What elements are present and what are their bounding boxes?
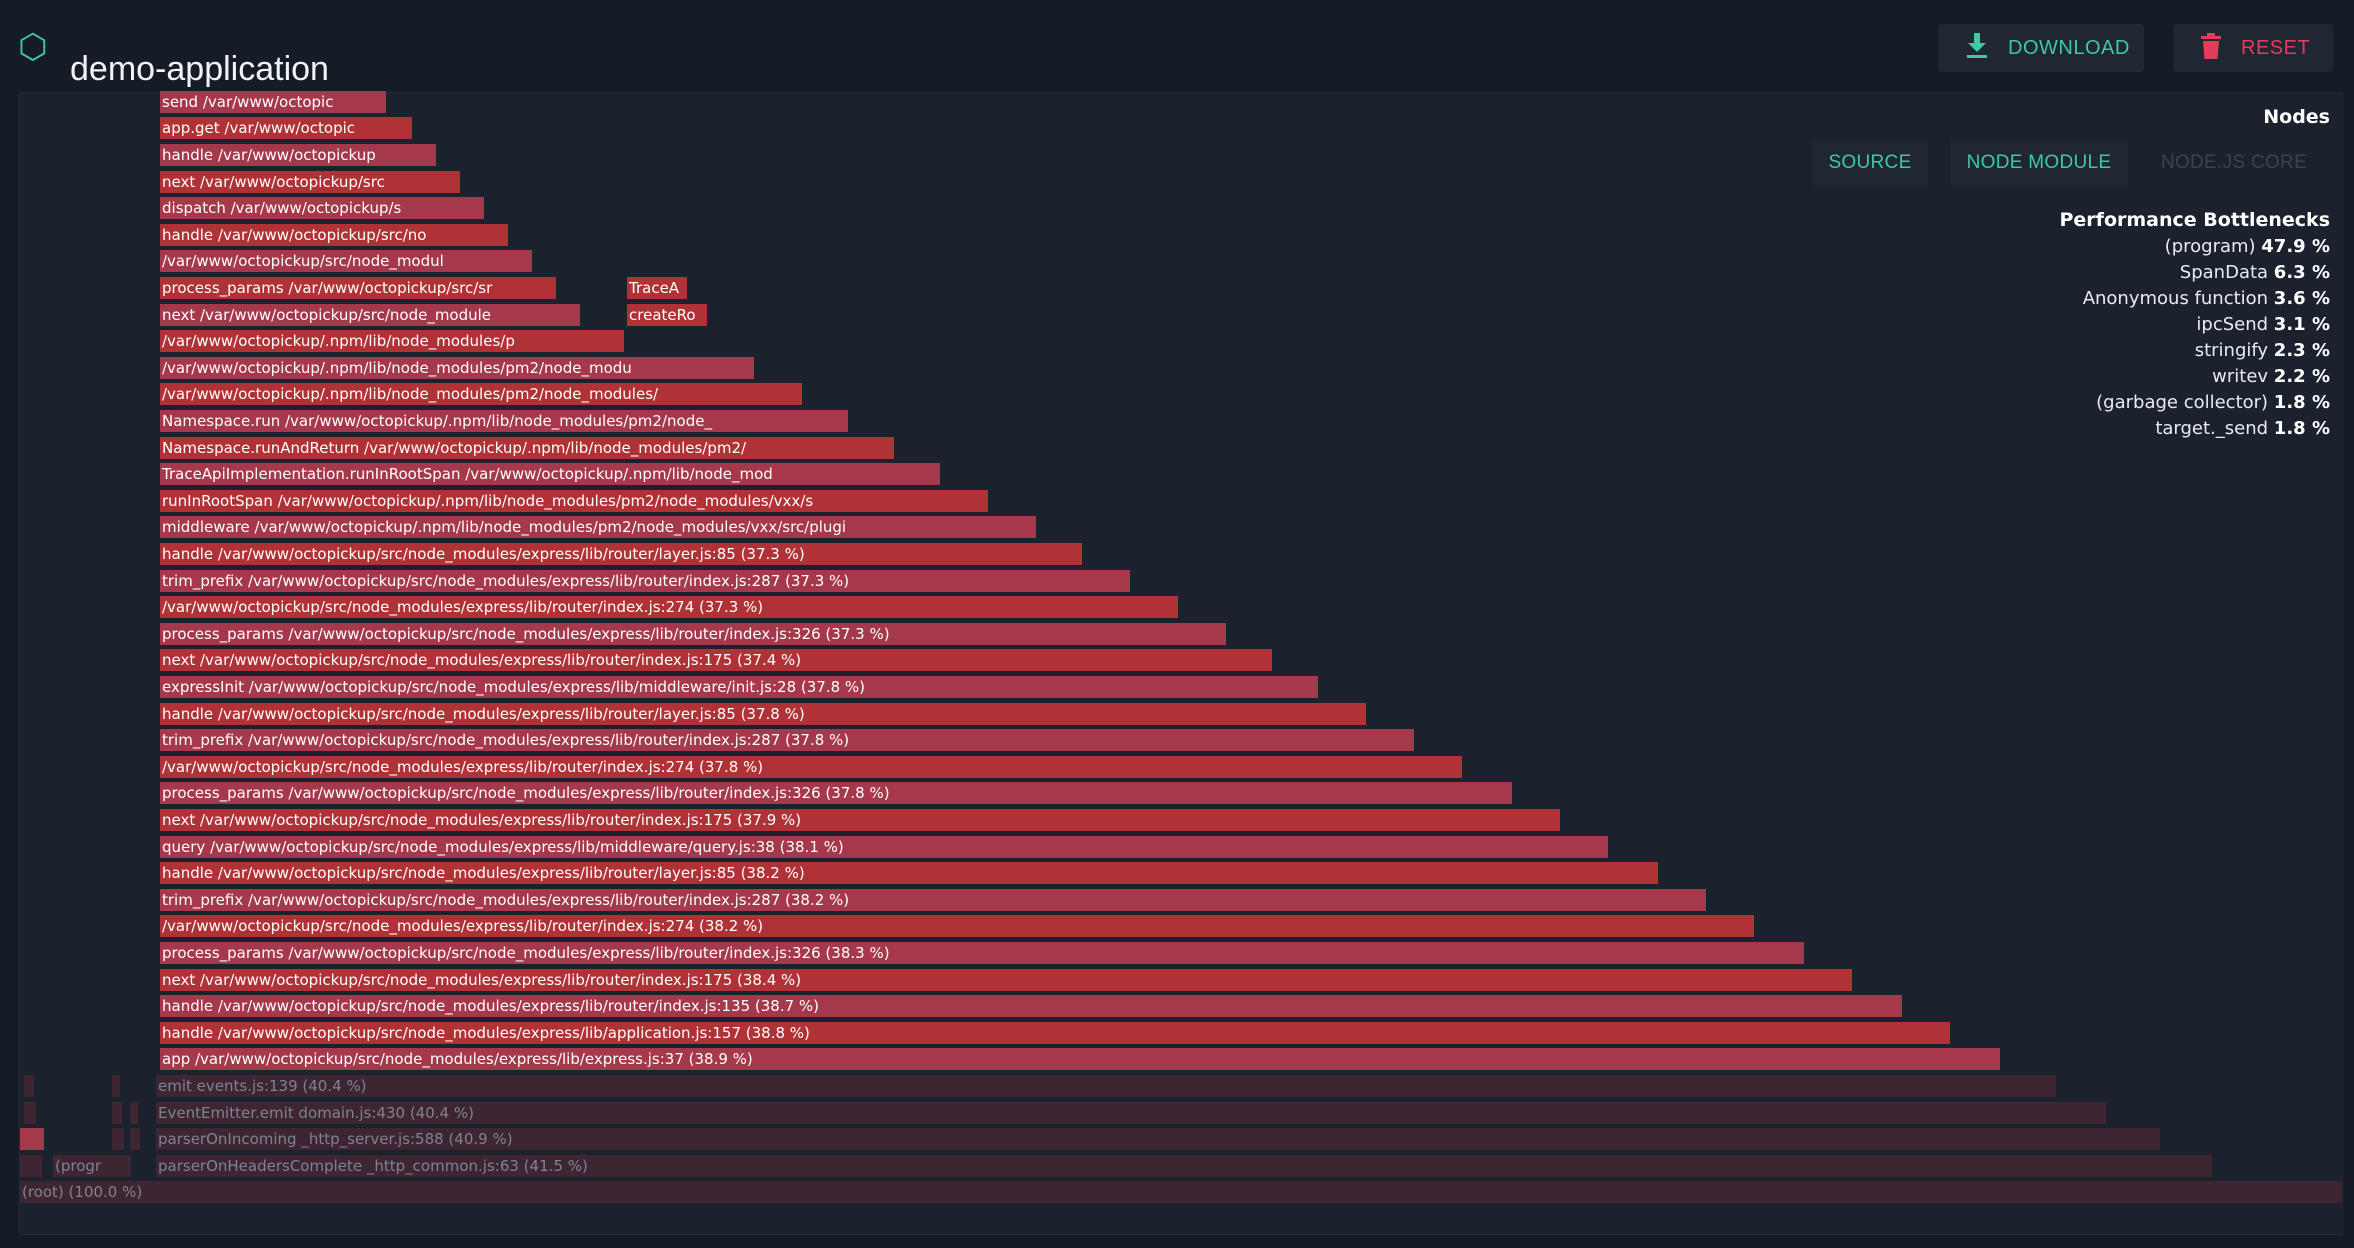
bottleneck-name: Anonymous function bbox=[2082, 288, 2274, 309]
flame-frame-sliver[interactable] bbox=[112, 1128, 124, 1153]
flame-frame-small[interactable]: TraceA bbox=[627, 277, 687, 301]
page-title: demo-application bbox=[70, 49, 329, 88]
flame-frame[interactable]: next /var/www/octopickup/src/node_module… bbox=[160, 809, 1560, 833]
bottleneck-item[interactable]: (garbage collector) 1.8 % bbox=[1950, 390, 2330, 416]
flame-frame[interactable]: next /var/www/octopickup/src bbox=[160, 170, 460, 195]
bottleneck-value: 2.3 % bbox=[2273, 340, 2330, 361]
flame-frame-sliver[interactable] bbox=[112, 1101, 122, 1126]
bottleneck-item[interactable]: SpanData 6.3 % bbox=[1950, 260, 2330, 286]
trash-icon bbox=[2201, 33, 2221, 63]
filter-source-button[interactable]: SOURCE bbox=[1812, 140, 1928, 186]
flame-frame[interactable]: emit events.js:139 (40.4 %) bbox=[156, 1075, 2056, 1099]
flame-frame-sliver[interactable] bbox=[130, 1101, 138, 1126]
download-button[interactable]: DOWNLOAD bbox=[1938, 24, 2144, 72]
nodes-title: Nodes bbox=[2263, 106, 2330, 128]
flame-frame[interactable]: app.get /var/www/octopic bbox=[160, 117, 412, 142]
flame-frame[interactable]: next /var/www/octopickup/src/node_module bbox=[160, 303, 580, 328]
bottleneck-value: 1.8 % bbox=[2273, 392, 2330, 413]
download-label: DOWNLOAD bbox=[2008, 36, 2130, 59]
flame-frame[interactable]: process_params /var/www/octopickup/src/n… bbox=[160, 622, 1226, 647]
bottleneck-item[interactable]: writev 2.2 % bbox=[1950, 364, 2330, 390]
bottleneck-value: 2.2 % bbox=[2273, 366, 2330, 387]
flame-frame[interactable]: next /var/www/octopickup/src/node_module… bbox=[160, 649, 1272, 674]
flame-frame[interactable]: handle /var/www/octopickup/src/node_modu… bbox=[160, 543, 1082, 567]
bottleneck-item[interactable]: target._send 1.8 % bbox=[1950, 416, 2330, 442]
bottleneck-value: 47.9 % bbox=[2261, 236, 2330, 257]
flame-frame[interactable]: /var/www/octopickup/.npm/lib/node_module… bbox=[160, 356, 754, 381]
flame-frame[interactable]: handle /var/www/octopickup/src/node_modu… bbox=[160, 1021, 1950, 1046]
bottleneck-value: 3.6 % bbox=[2273, 288, 2330, 309]
app-header: ⬡ demo-application DOWNLOAD RESET bbox=[0, 0, 2354, 92]
bottleneck-name: (program) bbox=[2164, 236, 2262, 257]
flame-frame[interactable]: (root) (100.0 %) bbox=[20, 1181, 2342, 1206]
flame-frame-sliver[interactable] bbox=[20, 1154, 42, 1179]
bottleneck-value: 3.1 % bbox=[2273, 314, 2330, 335]
filter-nodejs-core-button[interactable]: NODE.JS CORE bbox=[2150, 140, 2318, 186]
flame-frame[interactable]: parserOnIncoming _http_server.js:588 (40… bbox=[156, 1128, 2160, 1153]
flame-frame[interactable]: handle /var/www/octopickup/src/node_modu… bbox=[160, 702, 1366, 727]
flame-frame[interactable]: trim_prefix /var/www/octopickup/src/node… bbox=[160, 569, 1130, 594]
flame-frame[interactable]: dispatch /var/www/octopickup/s bbox=[160, 197, 484, 222]
flame-frame[interactable]: /var/www/octopickup/src/node_modules/exp… bbox=[160, 915, 1754, 940]
flame-frame[interactable]: send /var/www/octopic bbox=[160, 90, 386, 115]
flame-frame-sliver[interactable] bbox=[130, 1128, 140, 1153]
flame-frame-sliver[interactable] bbox=[24, 1101, 36, 1126]
flame-frame[interactable]: process_params /var/www/octopickup/src/n… bbox=[160, 942, 1804, 966]
bottleneck-name: stringify bbox=[2194, 340, 2274, 361]
bottleneck-name: writev bbox=[2212, 366, 2274, 387]
flamegraph-canvas[interactable]: (root) (100.0 %) parserOnHeadersComplete … bbox=[19, 90, 2343, 1235]
reset-button[interactable]: RESET bbox=[2173, 24, 2333, 72]
flame-frame[interactable]: /var/www/octopickup/src/node_modules/exp… bbox=[160, 755, 1462, 780]
flame-frame[interactable]: handle /var/www/octopickup/src/no bbox=[160, 223, 508, 248]
bottleneck-value: 1.8 % bbox=[2273, 418, 2330, 439]
reset-label: RESET bbox=[2241, 36, 2311, 59]
bottleneck-value: 6.3 % bbox=[2273, 262, 2330, 283]
flame-frame[interactable]: query /var/www/octopickup/src/node_modul… bbox=[160, 835, 1608, 860]
flame-frame[interactable]: handle /var/www/octopickup/src/node_modu… bbox=[160, 995, 1902, 1020]
flame-frame[interactable]: /var/www/octopickup/.npm/lib/node_module… bbox=[160, 330, 624, 355]
hexagon-icon: ⬡ bbox=[18, 28, 48, 66]
flame-frame[interactable]: trim_prefix /var/www/octopickup/src/node… bbox=[160, 888, 1706, 913]
flame-frame[interactable]: Namespace.run /var/www/octopickup/.npm/l… bbox=[160, 410, 848, 434]
flame-frame[interactable]: app /var/www/octopickup/src/node_modules… bbox=[160, 1048, 2000, 1073]
bottleneck-item[interactable]: Anonymous function 3.6 % bbox=[1950, 286, 2330, 312]
flame-frame[interactable]: Namespace.runAndReturn /var/www/octopick… bbox=[160, 436, 894, 461]
bottleneck-item[interactable]: stringify 2.3 % bbox=[1950, 338, 2330, 364]
flame-frame[interactable]: expressInit /var/www/octopickup/src/node… bbox=[160, 676, 1318, 700]
flame-frame[interactable]: process_params /var/www/octopickup/src/s… bbox=[160, 277, 556, 301]
flame-frame-sliver[interactable] bbox=[20, 1128, 44, 1153]
flame-frame-sliver[interactable] bbox=[110, 1154, 128, 1179]
bottleneck-name: SpanData bbox=[2179, 262, 2274, 283]
bottleneck-item[interactable]: ipcSend 3.1 % bbox=[1950, 312, 2330, 338]
flame-frame[interactable]: parserOnHeadersComplete _http_common.js:… bbox=[156, 1154, 2212, 1179]
flame-frame[interactable]: /var/www/octopickup/src/node_modules/exp… bbox=[160, 596, 1178, 621]
flame-frame[interactable]: handle /var/www/octopickup/src/node_modu… bbox=[160, 862, 1658, 887]
bottleneck-name: target._send bbox=[2155, 418, 2274, 439]
flame-frame[interactable]: process_params /var/www/octopickup/src/n… bbox=[160, 782, 1512, 807]
download-icon bbox=[1966, 33, 1988, 63]
flame-frame[interactable]: /var/www/octopickup/src/node_modul bbox=[160, 250, 532, 275]
flame-frame[interactable]: runInRootSpan /var/www/octopickup/.npm/l… bbox=[160, 489, 988, 514]
bottleneck-name: ipcSend bbox=[2196, 314, 2274, 335]
flame-frame-sliver[interactable] bbox=[112, 1075, 120, 1099]
performance-bottlenecks: Performance Bottlenecks (program) 47.9 %… bbox=[1950, 206, 2331, 442]
flame-frame[interactable]: TraceApiImplementation.runInRootSpan /va… bbox=[160, 463, 940, 488]
flame-frame[interactable]: EventEmitter.emit domain.js:430 (40.4 %) bbox=[156, 1101, 2106, 1126]
flame-frame-small[interactable]: createRo bbox=[627, 303, 707, 328]
flame-frame[interactable]: /var/www/octopickup/.npm/lib/node_module… bbox=[160, 383, 802, 408]
flame-frame[interactable]: trim_prefix /var/www/octopickup/src/node… bbox=[160, 729, 1414, 754]
flame-frame[interactable]: middleware /var/www/octopickup/.npm/lib/… bbox=[160, 516, 1036, 541]
flame-frame[interactable]: handle /var/www/octopickup bbox=[160, 144, 436, 168]
bottleneck-name: (garbage collector) bbox=[2096, 392, 2274, 413]
bottleneck-item[interactable]: (program) 47.9 % bbox=[1950, 234, 2330, 260]
flame-frame[interactable]: next /var/www/octopickup/src/node_module… bbox=[160, 968, 1852, 993]
filter-node-module-button[interactable]: NODE MODULE bbox=[1950, 140, 2128, 186]
flame-frame-sliver[interactable] bbox=[24, 1075, 34, 1099]
bottlenecks-title: Performance Bottlenecks bbox=[2059, 209, 2331, 231]
